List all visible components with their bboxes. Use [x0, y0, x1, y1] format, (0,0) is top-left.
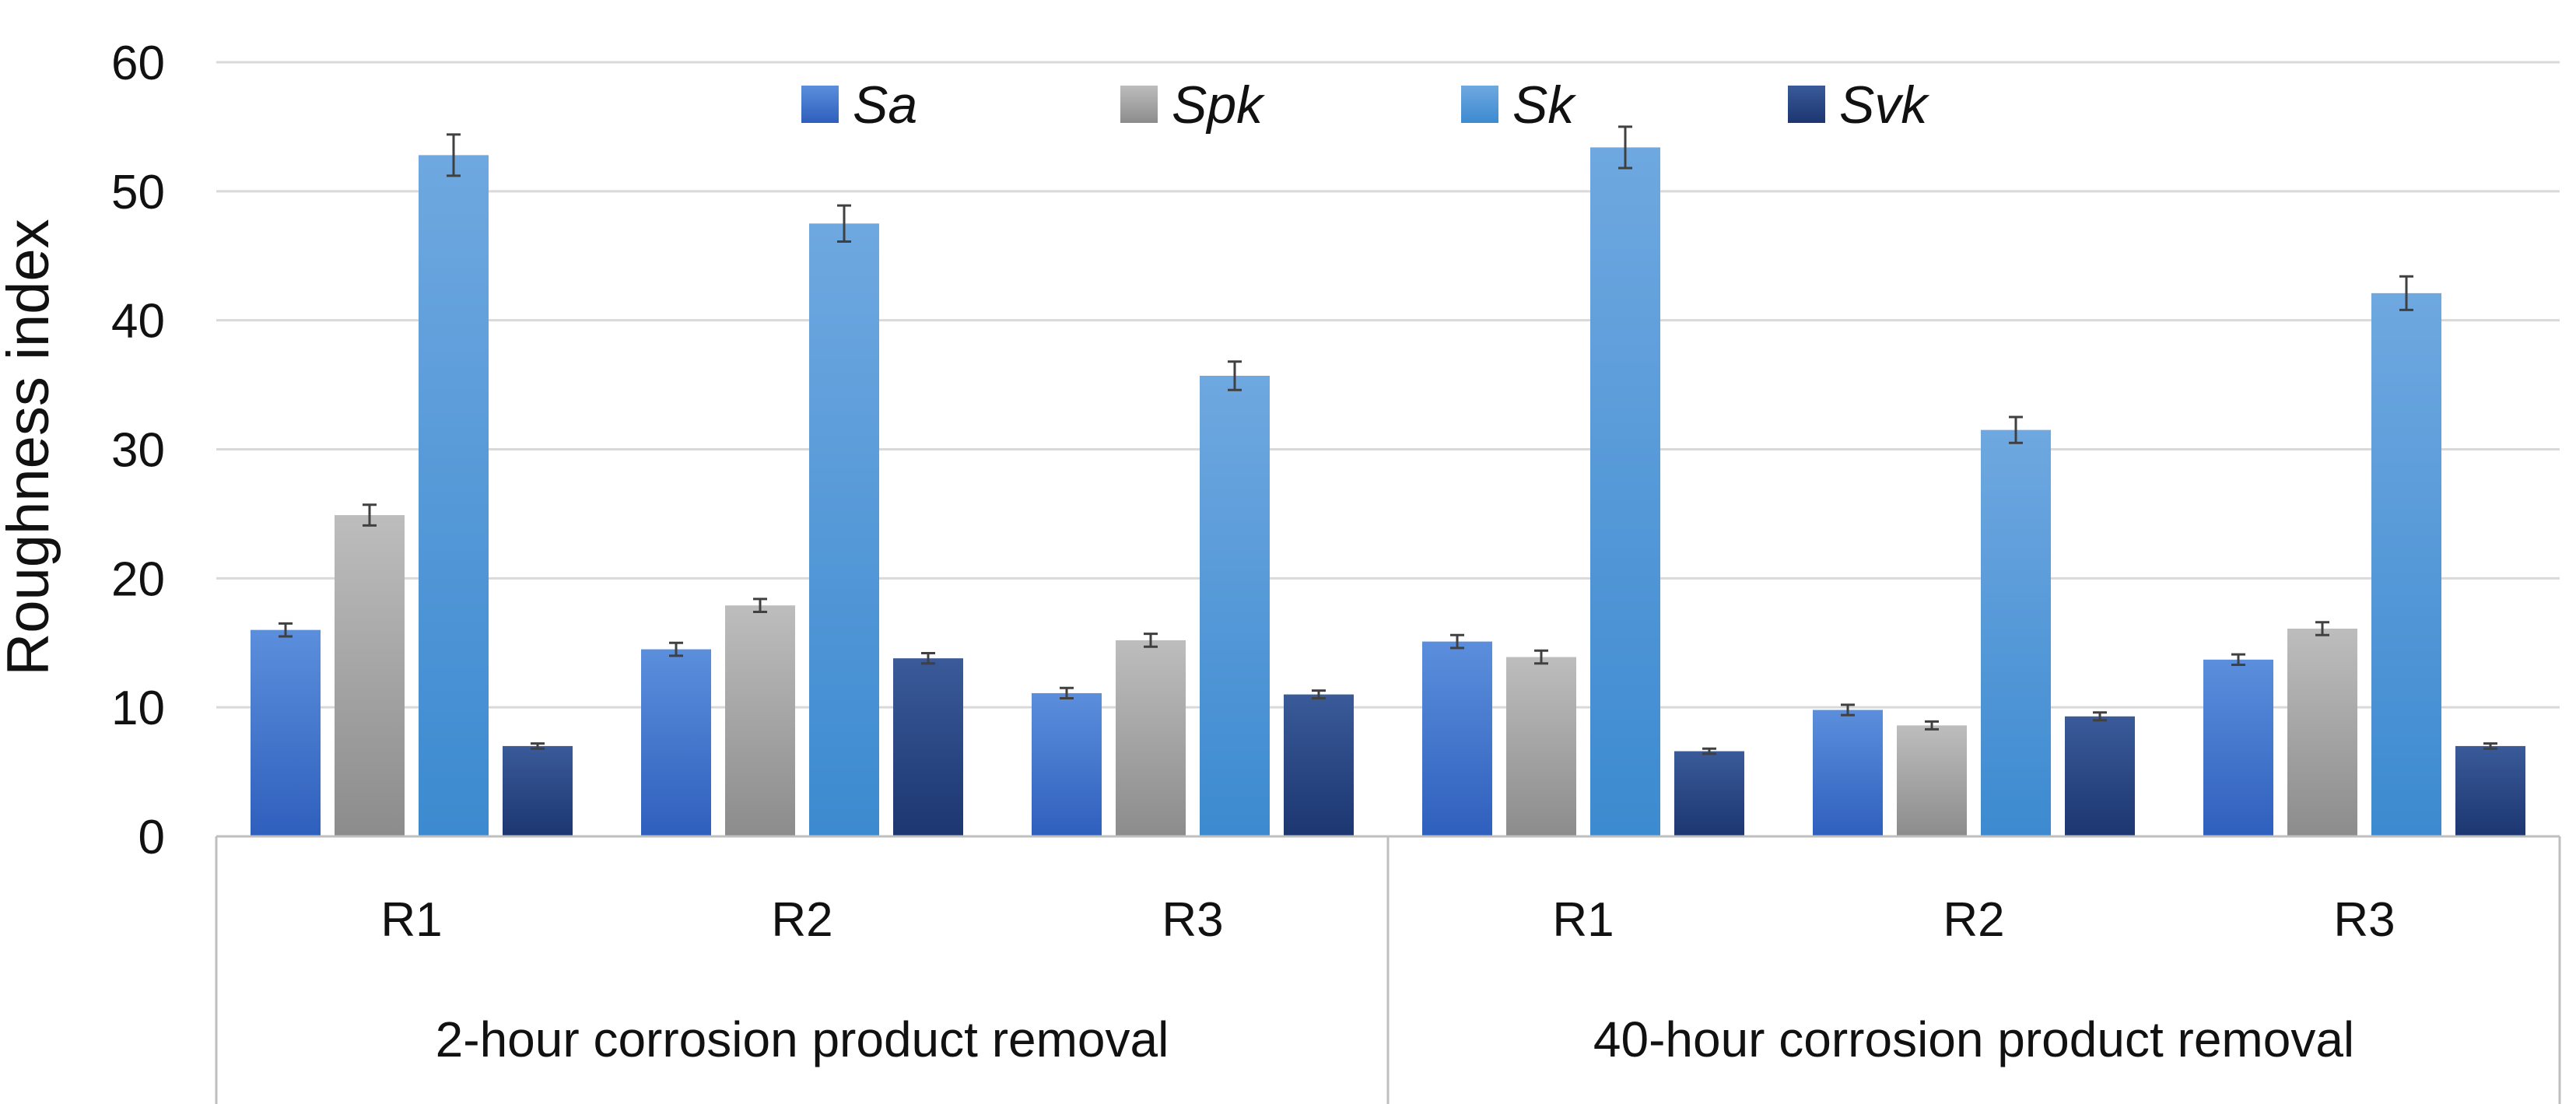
- x-category-label: R3: [2333, 893, 2395, 947]
- legend-label: Spk: [1172, 75, 1265, 135]
- bar-sk-1[interactable]: [419, 155, 489, 836]
- legend-swatch: [1788, 86, 1825, 123]
- error-bar-spk-5: [1925, 720, 1939, 731]
- error-bar-svk-1: [531, 742, 545, 750]
- bar-sk-2[interactable]: [809, 223, 879, 837]
- legend-swatch: [1461, 86, 1498, 123]
- error-bar-svk-3: [1312, 689, 1326, 700]
- bar-spk-6[interactable]: [2287, 629, 2357, 836]
- gridlines: [216, 61, 2560, 709]
- y-tick-label: 60: [111, 37, 165, 90]
- error-bar-spk-3: [1144, 633, 1158, 648]
- bar-sk-4[interactable]: [1590, 147, 1660, 836]
- bar-svk-1[interactable]: [503, 745, 573, 836]
- x-category-label: R3: [1162, 893, 1223, 947]
- bar-sa-2[interactable]: [641, 649, 711, 836]
- y-tick-label: 20: [111, 552, 165, 606]
- bar-spk-3[interactable]: [1116, 640, 1186, 836]
- axes: 0 10 20 30 40 50 60 R1 R2 R3 R1 R2 R3 2-hour corrosio…: [111, 37, 2561, 1104]
- bar-spk-5[interactable]: [1897, 725, 1967, 836]
- bar-sk-6[interactable]: [2371, 293, 2441, 836]
- y-tick-label: 10: [111, 682, 165, 735]
- legend-item-spk[interactable]: Spk: [1120, 75, 1265, 135]
- legend[interactable]: Sa Spk Sk Svk: [801, 75, 1929, 135]
- bar-spk-2[interactable]: [725, 605, 795, 836]
- error-bar-spk-2: [753, 598, 767, 613]
- error-bar-sa-6: [2231, 653, 2245, 666]
- y-tick-label: 50: [111, 166, 165, 219]
- legend-item-svk[interactable]: Svk: [1788, 75, 1929, 135]
- error-bar-sa-2: [669, 641, 683, 657]
- error-bar-sk-1: [447, 133, 461, 177]
- error-bar-svk-5: [2093, 711, 2107, 722]
- x-category-label: R1: [1552, 893, 1614, 947]
- error-bar-spk-4: [1534, 649, 1548, 665]
- error-bar-sa-5: [1841, 703, 1855, 717]
- error-bar-svk-4: [1702, 747, 1716, 755]
- x-category-label: R2: [1943, 893, 2004, 947]
- error-bar-sk-5: [2009, 415, 2023, 444]
- error-bar-sa-4: [1450, 633, 1464, 650]
- error-bar-svk-2: [921, 652, 935, 665]
- x-category-label: R2: [771, 893, 832, 947]
- y-tick-label: 0: [138, 811, 165, 864]
- bar-sa-1[interactable]: [251, 629, 321, 836]
- error-bar-svk-6: [2483, 742, 2497, 750]
- bar-sa-3[interactable]: [1032, 692, 1102, 836]
- error-bar-sk-2: [837, 204, 851, 244]
- legend-label: Svk: [1839, 75, 1929, 135]
- bar-sa-4[interactable]: [1422, 641, 1492, 836]
- legend-item-sa[interactable]: Sa: [801, 75, 917, 135]
- x-group-label-1: 2-hour corrosion product removal: [436, 1011, 1169, 1067]
- bar-svk-5[interactable]: [2065, 716, 2135, 836]
- legend-item-sk[interactable]: Sk: [1461, 75, 1576, 135]
- error-bar-spk-1: [363, 503, 377, 527]
- bar-svk-2[interactable]: [893, 658, 963, 836]
- bar-svk-3[interactable]: [1284, 694, 1354, 836]
- error-bars: [279, 125, 2497, 755]
- bar-sk-5[interactable]: [1981, 429, 2051, 836]
- error-bar-sa-1: [279, 622, 293, 638]
- error-bar-sk-3: [1228, 360, 1242, 391]
- error-bar-sk-4: [1618, 125, 1632, 170]
- bar-spk-4[interactable]: [1506, 657, 1576, 836]
- bar-svk-6[interactable]: [2455, 745, 2525, 836]
- legend-swatch: [801, 86, 839, 123]
- x-group-label-2: 40-hour corrosion product removal: [1593, 1011, 2354, 1067]
- legend-swatch: [1120, 86, 1158, 123]
- error-bar-sk-6: [2399, 275, 2413, 311]
- y-axis-title: Roughness index: [0, 219, 61, 675]
- bar-spk-1[interactable]: [335, 515, 405, 836]
- x-category-label: R1: [380, 893, 442, 947]
- bar-sa-5[interactable]: [1813, 710, 1883, 836]
- legend-label: Sk: [1512, 75, 1576, 135]
- bar-sa-6[interactable]: [2203, 659, 2273, 836]
- legend-label: Sa: [853, 75, 917, 135]
- error-bar-sa-3: [1060, 686, 1074, 700]
- error-bar-spk-6: [2315, 621, 2329, 636]
- bar-svk-4[interactable]: [1674, 751, 1744, 836]
- y-tick-label: 40: [111, 295, 165, 349]
- bar-sk-3[interactable]: [1200, 375, 1270, 837]
- bars: [251, 147, 2525, 837]
- y-tick-label: 30: [111, 424, 165, 478]
